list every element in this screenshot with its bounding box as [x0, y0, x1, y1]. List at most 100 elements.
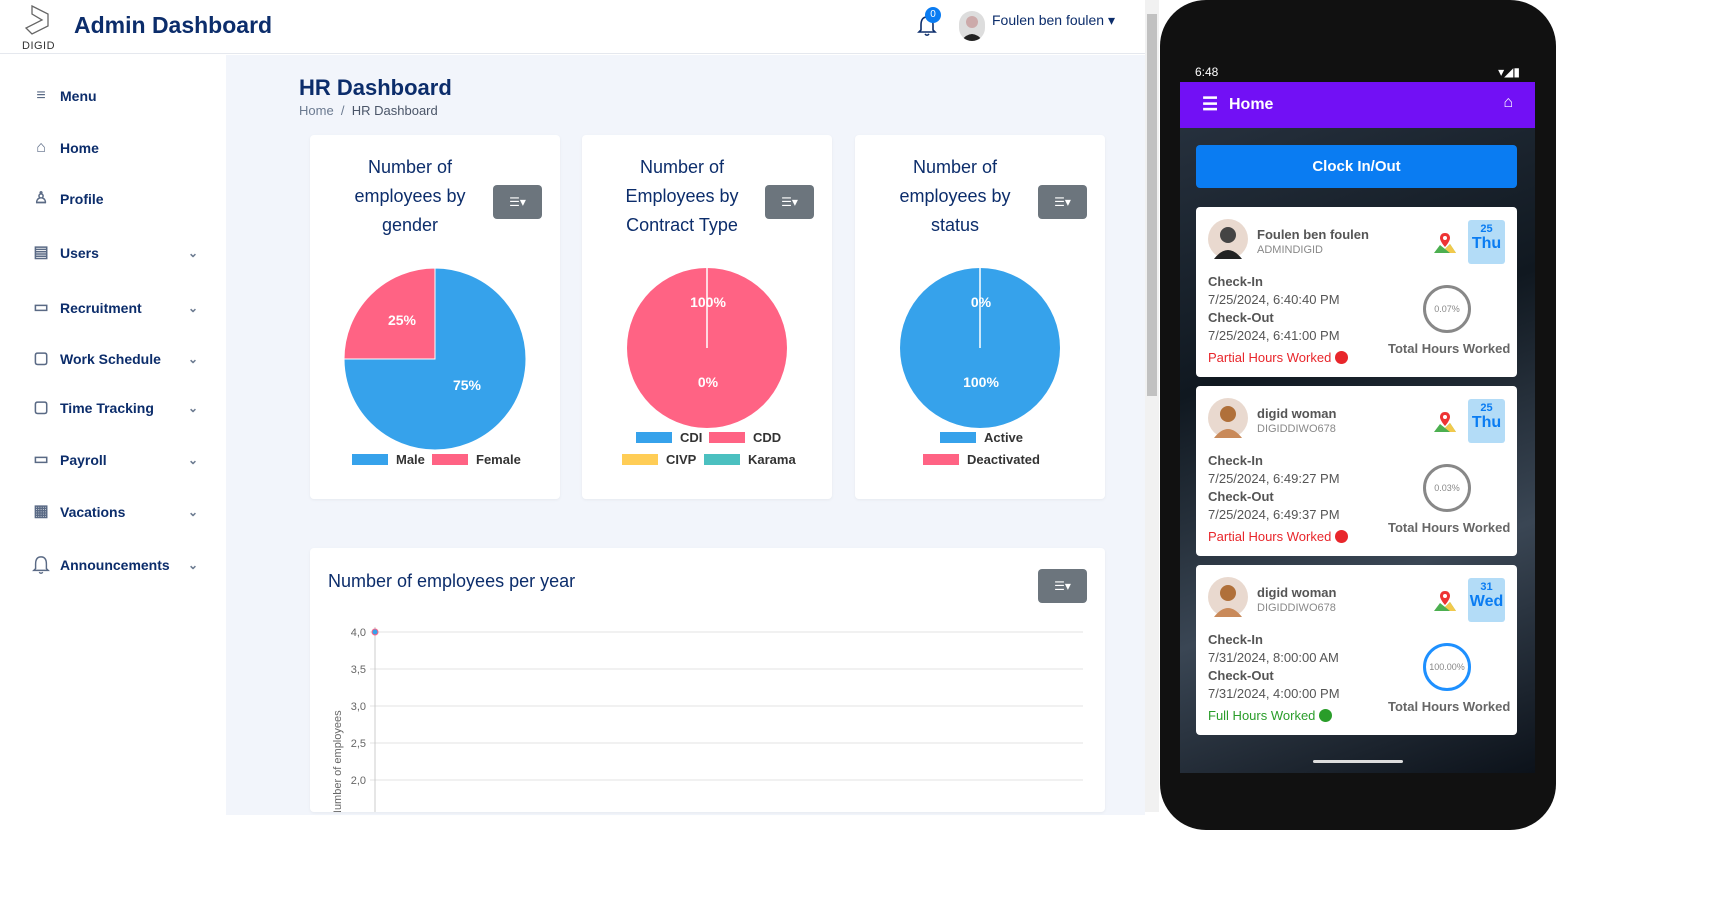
sidebar-item-profile[interactable]: ♙ Profile [30, 189, 198, 209]
y-axis-label: Number of employees [332, 710, 344, 812]
status-time: 6:48 [1195, 65, 1219, 79]
legend-item-cdd[interactable]: CDD [709, 430, 781, 445]
menu-icon: ≡ [36, 87, 46, 104]
employee-name: Foulen ben foulen [1257, 227, 1369, 242]
employee-name: digid woman [1257, 406, 1337, 421]
legend-item-karama[interactable]: Karama [704, 452, 796, 467]
user-icon: ♙ [33, 190, 49, 207]
sidebar-item-time-tracking[interactable]: ▢ Time Tracking ⌄ [30, 398, 198, 418]
home-icon: ⌂ [36, 139, 46, 156]
pie-slice-male[interactable] [343, 267, 527, 451]
app-bar: ☰ Home ⌂ [1180, 82, 1535, 128]
home-icon[interactable]: ⌂ [1503, 94, 1513, 111]
legend-item-female[interactable]: Female [432, 452, 521, 467]
sidebar-item-label: Users [60, 245, 99, 261]
y-tick-label: 3,5 [351, 664, 366, 676]
scrollbar-thumb[interactable] [1147, 14, 1157, 396]
employees-per-year-card: Number of employees per year ☰▾ 4,0 3,5 3,… [310, 548, 1105, 812]
attendance-card[interactable]: digid woman DIGIDDIWO678 25 Thu Check-In … [1196, 386, 1517, 556]
legend-label: CDD [753, 430, 782, 445]
legend-item-active[interactable]: Active [940, 430, 1023, 445]
date-weekday: Thu [1471, 235, 1502, 252]
attendance-card[interactable]: Foulen ben foulen ADMINDIGID 25 Thu Check… [1196, 207, 1517, 377]
map-location-icon[interactable] [1432, 410, 1458, 436]
page-title: HR Dashboard [299, 75, 452, 100]
hours-progress-ring: 100.00% [1423, 643, 1471, 691]
hamburger-menu-icon[interactable]: ☰ [1202, 94, 1219, 114]
phone-screen: 6:48 ▾◢▮ ☰ Home ⌂ Clock In/Out Foulen ben… [1180, 62, 1535, 773]
breadcrumb-home[interactable]: Home [299, 103, 334, 118]
sidebar-item-announcements[interactable]: Announcements ⌄ [30, 555, 198, 575]
appbar-title: Home [1229, 96, 1274, 113]
sidebar-item-vacations[interactable]: ▦ Vacations ⌄ [30, 502, 198, 522]
credit-card-icon: ▭ [33, 451, 49, 468]
date-badge: 25 Thu [1468, 220, 1505, 264]
calendar-icon: ▢ [33, 350, 49, 367]
checkout-label: Check-Out [1208, 310, 1274, 325]
signal-battery-icon: ▾◢▮ [1498, 65, 1520, 79]
checkin-time: 7/25/2024, 6:49:27 PM [1208, 471, 1340, 486]
total-hours-label: Total Hours Worked [1388, 699, 1511, 714]
date-badge: 31 Wed [1468, 578, 1505, 622]
sidebar-item-menu[interactable]: ≡ Menu [30, 86, 198, 106]
legend-swatch [636, 432, 672, 443]
calendar-icon: ▢ [33, 399, 49, 416]
table-icon: ▦ [33, 503, 49, 520]
chart-options-dropdown[interactable]: ☰▾ [1038, 185, 1087, 219]
legend-label: Female [476, 452, 521, 467]
map-location-icon[interactable] [1432, 589, 1458, 615]
status-dot-icon [1319, 709, 1333, 722]
pie-data-label: 100% [690, 294, 726, 310]
checkin-time: 7/25/2024, 6:40:40 PM [1208, 292, 1340, 307]
pie-slice-female[interactable] [343, 267, 436, 360]
legend-swatch [923, 454, 959, 465]
y-tick-label: 4,0 [351, 627, 366, 639]
app-title: Admin Dashboard [74, 12, 273, 38]
chart-options-dropdown[interactable]: ☰▾ [1038, 569, 1087, 603]
pie-chart-title: Number of employees by status [899, 157, 1011, 235]
sidebar-item-users[interactable]: ▤ Users ⌄ [30, 243, 198, 263]
data-point[interactable] [371, 628, 379, 636]
date-day: 25 [1480, 223, 1493, 235]
legend-item-cdi[interactable]: CDI [636, 430, 702, 445]
sidebar-item-recruitment[interactable]: ▭ Recruitment ⌄ [30, 298, 198, 318]
checkin-label: Check-In [1208, 632, 1263, 647]
status-text: Partial Hours Worked [1208, 529, 1332, 544]
status-text: Full Hours Worked [1208, 708, 1316, 723]
pie-chart: 0% 100% [627, 268, 787, 428]
legend-item-civp[interactable]: CIVP [622, 452, 696, 467]
attendance-card[interactable]: digid woman DIGIDDIWO678 31 Wed Check-In … [1196, 565, 1517, 735]
y-tick-label: 2,5 [351, 738, 366, 750]
sidebar-item-label: Vacations [60, 504, 126, 520]
legend-label: CDI [680, 430, 703, 445]
sidebar-item-label: Profile [60, 191, 104, 207]
chevron-down-icon: ⌄ [187, 246, 198, 260]
sidebar-item-label: Home [60, 140, 99, 156]
breadcrumb-current: HR Dashboard [351, 103, 438, 118]
sidebar-item-payroll[interactable]: ▭ Payroll ⌄ [30, 450, 198, 470]
page-scrollbar[interactable] [1145, 0, 1159, 812]
user-avatar[interactable] [959, 11, 985, 41]
legend-item-deactivated[interactable]: Deactivated [923, 452, 1040, 467]
sidebar-item-label: Time Tracking [60, 400, 154, 416]
map-location-icon[interactable] [1432, 231, 1458, 257]
user-menu[interactable]: Foulen ben foulen ▾ [992, 12, 1116, 28]
date-day: 31 [1480, 581, 1493, 593]
chevron-down-icon: ⌄ [187, 453, 198, 467]
sidebar-item-label: Work Schedule [60, 351, 161, 367]
pie-data-label: 100% [963, 374, 999, 390]
digid-logo[interactable]: DIGID [22, 4, 58, 52]
sidebar-item-home[interactable]: ⌂ Home [30, 138, 198, 158]
chevron-down-icon: ⌄ [187, 352, 198, 366]
sidebar-item-work-schedule[interactable]: ▢ Work Schedule ⌄ [30, 349, 198, 369]
chart-options-dropdown[interactable]: ☰▾ [493, 185, 542, 219]
pie-card-2: Number of Employees by Contract Type ☰▾ … [582, 135, 832, 499]
legend-item-male[interactable]: Male [352, 452, 425, 467]
home-gesture-bar[interactable] [1313, 760, 1403, 763]
clock-in-out-button[interactable]: Clock In/Out [1196, 145, 1517, 188]
date-weekday: Thu [1471, 414, 1502, 431]
status-dot-icon [1335, 351, 1349, 364]
pie-chart-title: Number of employees by gender [354, 157, 466, 235]
chart-options-dropdown[interactable]: ☰▾ [765, 185, 814, 219]
employee-avatar [1208, 219, 1248, 259]
